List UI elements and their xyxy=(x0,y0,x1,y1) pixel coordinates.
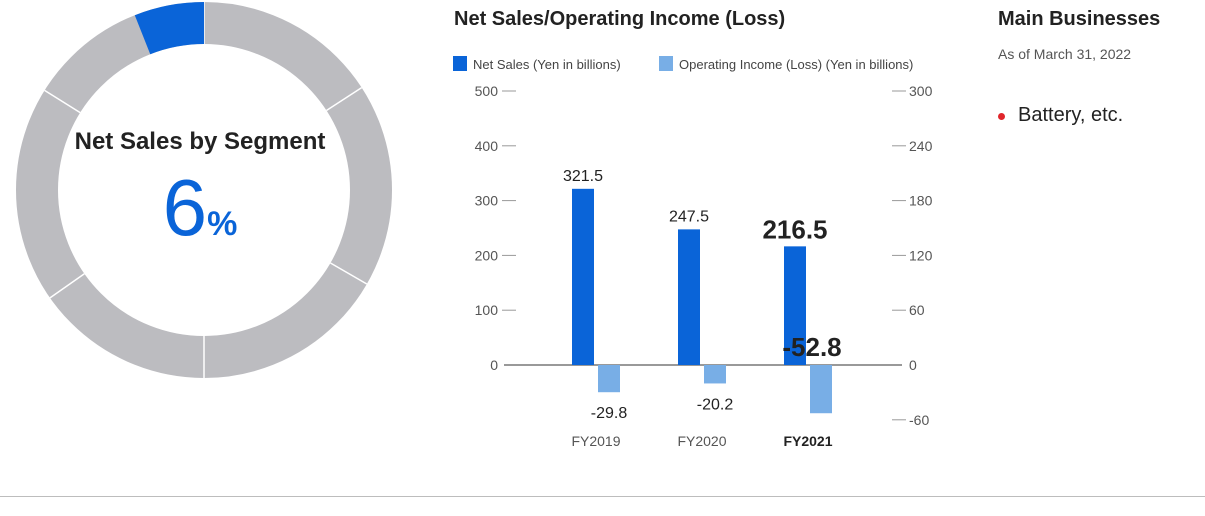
chart-legend: Net Sales (Yen in billions) Operating Inc… xyxy=(453,56,913,72)
category-label-fy2019: FY2019 xyxy=(571,433,620,449)
business-list: Battery, etc. xyxy=(998,104,1123,127)
donut-separator-2 xyxy=(330,262,368,285)
sales-income-chart-panel: Net Sales (Yen in billions) Operating Inc… xyxy=(440,0,960,470)
bar-net-sales-fy2020 xyxy=(678,229,700,365)
chart-title: Net Sales/Operating Income (Loss) xyxy=(454,8,786,30)
donut-separator-5 xyxy=(44,89,81,114)
donut-value: 6 xyxy=(162,163,208,252)
right-axis-tick-label: 300 xyxy=(909,83,933,99)
right-axis-tick-label: -60 xyxy=(909,412,929,428)
legend-label-operating-income: Operating Income (Loss) (Yen in billions… xyxy=(679,57,913,72)
right-axis-tick-label: 60 xyxy=(909,302,925,318)
right-axis-tick-label: 180 xyxy=(909,193,933,209)
bar-net-sales-fy2021 xyxy=(784,246,806,365)
right-axis-tick-label: 240 xyxy=(909,138,933,154)
left-axis-tick-label: 300 xyxy=(475,193,499,209)
donut-chart xyxy=(15,1,392,378)
left-axis-tick-label: 0 xyxy=(490,357,498,373)
left-axis-tick-label: 100 xyxy=(475,302,499,318)
bar-net-sales-fy2019 xyxy=(572,188,594,365)
donut-percentage: 6% xyxy=(0,168,400,248)
legend-swatch-net-sales xyxy=(453,56,467,71)
bar-operating-income-fy2021 xyxy=(810,365,832,414)
segment-donut: Net Sales by Segment 6% xyxy=(0,0,400,400)
legend-label-net-sales: Net Sales (Yen in billions) xyxy=(473,57,621,72)
data-label-net-sales-fy2020: 247.5 xyxy=(669,208,709,225)
right-axis-tick-label: 0 xyxy=(909,357,917,373)
bullet-dot-icon xyxy=(998,113,1005,120)
business-item: Battery, etc. xyxy=(998,104,1123,127)
data-label-operating-income-fy2019: -29.8 xyxy=(591,405,628,422)
business-item-label: Battery, etc. xyxy=(1018,104,1124,126)
bar-operating-income-fy2019 xyxy=(598,365,620,393)
donut-unit: % xyxy=(207,205,238,243)
left-axis-tick-label: 400 xyxy=(475,138,499,154)
data-label-operating-income-fy2020: -20.2 xyxy=(697,396,734,413)
category-label-fy2020: FY2020 xyxy=(677,433,726,449)
main-businesses-panel: Main Businesses As of March 31, 2022 Bat… xyxy=(998,0,1205,200)
legend-swatch-operating-income xyxy=(659,56,673,71)
donut-separator-4 xyxy=(49,273,85,299)
donut-highlight-segment xyxy=(15,1,392,378)
sales-income-chart: Net Sales (Yen in billions) Operating Inc… xyxy=(453,56,933,449)
donut-title: Net Sales by Segment xyxy=(74,128,326,155)
section-divider xyxy=(0,496,1205,497)
left-axis-tick-label: 500 xyxy=(475,83,499,99)
bar-operating-income-fy2020 xyxy=(704,365,726,384)
as-of-date: As of March 31, 2022 xyxy=(998,46,1132,62)
category-label-fy2021: FY2021 xyxy=(783,433,832,449)
left-axis-tick-label: 200 xyxy=(475,247,499,263)
data-label-net-sales-fy2019: 321.5 xyxy=(563,168,603,185)
right-axis-tick-label: 120 xyxy=(909,247,933,263)
data-label-operating-income-fy2021: -52.8 xyxy=(782,332,841,362)
main-businesses-title: Main Businesses xyxy=(998,8,1161,30)
data-label-net-sales-fy2021: 216.5 xyxy=(762,214,827,244)
donut-separator-1 xyxy=(326,86,363,112)
